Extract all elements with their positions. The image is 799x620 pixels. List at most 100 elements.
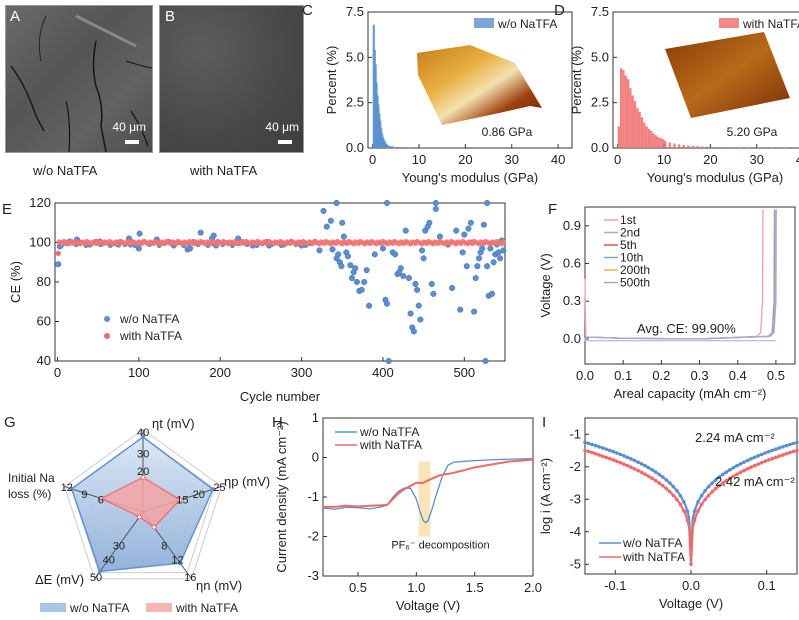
legend-label: 2nd [620, 226, 640, 240]
tafel-point-with NaTFA [650, 476, 654, 481]
data-point-without-natfa [472, 275, 479, 282]
x-tick-label: 200 [209, 365, 231, 380]
data-point-without-natfa [379, 245, 386, 252]
tafel-point-with NaTFA [597, 453, 601, 457]
voltage-profile-f: 0.0 0.1 0.2 0.3 0.4 0.5 0.0 0.3 0.6 0.9 Areal capa… [538, 206, 796, 401]
caption-a: w/o NaTFA [33, 163, 98, 178]
x-axis-label: Young's modulus (GPa) [647, 170, 783, 185]
legend-label: w/o NaTFA [119, 312, 179, 326]
tafel-point-with NaTFA [593, 452, 598, 456]
caption-b: with NaTFA [190, 163, 258, 178]
histogram-bar [650, 130, 653, 148]
scatter-e: 0 100 200 300 400 500 40 60 80 100 120 Cycle number… [8, 195, 507, 404]
data-point-without-natfa [457, 306, 464, 313]
data-point-without-natfa [320, 207, 327, 214]
x-tick-label: 30 [504, 152, 518, 167]
data-point-without-natfa [417, 316, 424, 323]
x-axis-label: Voltage (V) [396, 598, 460, 613]
scale-bar-label: 40 μm [265, 120, 299, 134]
y-tick-label: 2.5 [591, 95, 609, 110]
y-tick-label: -3 [307, 568, 319, 583]
tafel-point-with NaTFA [618, 460, 623, 465]
panel-label-c: C [302, 2, 313, 19]
x-tick-label: 0.5 [767, 368, 785, 383]
histogram-bar [624, 75, 627, 148]
legend-label: with NaTFA [742, 17, 799, 31]
tafel-point-w/o NaTFA [664, 478, 669, 482]
y-tick-label: 80 [37, 274, 51, 289]
y-tick-label: 7.5 [591, 4, 609, 19]
data-point-without-natfa [392, 251, 399, 258]
histogram-bar [661, 138, 664, 148]
tafel-point-w/o NaTFA [653, 470, 658, 474]
modulus-annotation: 0.86 GPa [482, 125, 533, 139]
panel-e: E 0 100 200 300 400 500 40 60 80 100 120 Cycle numb… [0, 195, 545, 410]
data-point-without-natfa [428, 280, 435, 288]
tafel-point-w/o NaTFA [583, 440, 587, 445]
data-point-without-natfa [323, 223, 330, 230]
radar-axis-label: Initial Na [8, 471, 55, 485]
data-point-without-natfa [459, 249, 466, 256]
y-axis-label: Percent (%) [569, 46, 584, 115]
y-axis-label: CE (%) [8, 261, 23, 303]
x-tick-label: 10 [412, 152, 426, 167]
tafel-point-w/o NaTFA [717, 475, 722, 479]
histogram-bar [626, 79, 630, 148]
tafel-point-w/o NaTFA [788, 442, 792, 447]
tafel-point-with NaTFA [678, 502, 683, 507]
tafel-point-with NaTFA [735, 472, 739, 477]
tafel-point-with NaTFA [770, 456, 775, 461]
y-tick-label: 0.0 [563, 331, 581, 346]
radar-tick-label: 20 [193, 489, 205, 501]
data-point-without-natfa [500, 247, 507, 254]
tafel-i: -0.1 0.0 0.1 -5 -4 -3 -2 -1 Voltage (V) log i (A … [538, 417, 799, 611]
data-point-without-natfa [490, 259, 497, 266]
data-point-without-natfa [339, 219, 346, 226]
voltage-curve-500th [584, 209, 777, 342]
y-tick-label: 60 [37, 314, 51, 329]
histogram-bar [640, 117, 644, 148]
tafel-point-with NaTFA [611, 458, 616, 462]
radar-point-with-natfa [98, 495, 104, 501]
x-tick-label: 0.0 [682, 578, 700, 593]
tafel-curve-w/o NaTFA [584, 441, 798, 555]
y-tick-label: -5 [569, 556, 581, 571]
tafel-point-with NaTFA [600, 454, 605, 458]
y-tick-label: 40 [37, 353, 51, 368]
tafel-point-w/o NaTFA [646, 465, 651, 470]
y-tick-label: 2.5 [346, 95, 364, 110]
tafel-point-w/o NaTFA [625, 455, 630, 460]
tafel-point-with NaTFA [745, 467, 750, 471]
histogram-bar [633, 100, 637, 148]
data-point-without-natfa [383, 199, 391, 207]
y-tick-label: 0.3 [563, 293, 581, 308]
tafel-point-with NaTFA [682, 509, 686, 513]
tafel-point-w/o NaTFA [682, 500, 686, 504]
histogram-bar [638, 111, 641, 148]
histogram-bar [710, 146, 713, 148]
radar-point-with-natfa [136, 514, 142, 520]
tafel-point-w/o NaTFA [735, 463, 739, 468]
data-point-without-natfa [366, 302, 373, 309]
radar-axis-label: ηt (mV) [152, 416, 195, 431]
x-tick-label: 1.0 [407, 580, 425, 595]
tafel-point-w/o NaTFA [629, 457, 633, 461]
modulus-annotation: 5.20 GPa [727, 125, 778, 139]
y-tick-label: 5.0 [346, 49, 364, 64]
radar-tick-label: 8 [161, 540, 167, 552]
histogram-bar [619, 68, 623, 148]
tafel-point-with NaTFA [774, 455, 778, 460]
histogram-bar [668, 142, 671, 148]
x-tick-label: 0.0 [576, 368, 594, 383]
legend-label: 5th [620, 238, 637, 252]
data-point-without-natfa [55, 261, 62, 268]
histogram-bar [409, 147, 413, 148]
radar-point-without-natfa [69, 486, 74, 491]
legend-label: with NaTFA [359, 438, 422, 452]
radar-axis-label: ηp (mV) [224, 474, 270, 489]
histogram-d: 0 10 20 30 40 0.0 2.5 5.0 7.5 Young's modulus (GP… [569, 4, 799, 185]
legend-label: with NaTFA [622, 550, 685, 564]
tafel-point-w/o NaTFA [756, 454, 760, 458]
data-point-without-natfa [210, 232, 217, 239]
